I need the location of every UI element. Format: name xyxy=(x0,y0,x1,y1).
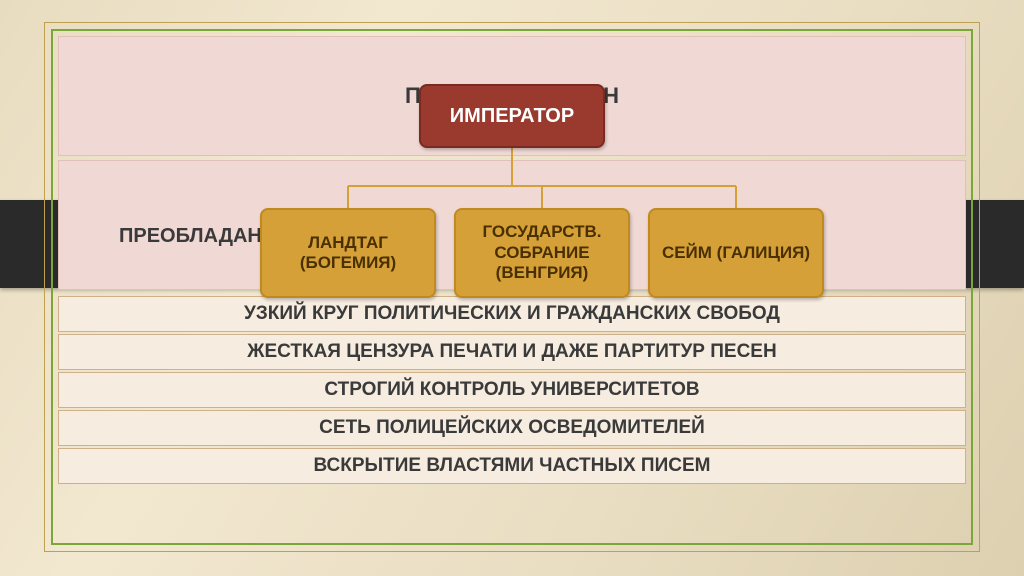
sub-box-label: ГОСУДАРСТВ. СОБРАНИЕ (ВЕНГРИЯ) xyxy=(460,222,624,283)
row-item: УЗКИЙ КРУГ ПОЛИТИЧЕСКИХ И ГРАЖДАНСКИХ СВ… xyxy=(58,296,966,332)
row-item: ВСКРЫТИЕ ВЛАСТЯМИ ЧАСТНЫХ ПИСЕМ xyxy=(58,448,966,484)
row-item: СТРОГИЙ КОНТРОЛЬ УНИВЕРСИТЕТОВ xyxy=(58,372,966,408)
rows-container: УЗКИЙ КРУГ ПОЛИТИЧЕСКИХ И ГРАЖДАНСКИХ СВ… xyxy=(58,296,966,484)
emperor-box: ИМПЕРАТОР xyxy=(419,84,605,148)
sub-box-landtag: ЛАНДТАГ (БОГЕМИЯ) xyxy=(260,208,436,298)
sub-box-label: ЛАНДТАГ (БОГЕМИЯ) xyxy=(266,233,430,274)
panel-mid-text-left: ПРЕОБЛАДАНИ xyxy=(119,225,276,248)
sub-box-label: СЕЙМ (ГАЛИЦИЯ) xyxy=(662,243,810,263)
row-item: СЕТЬ ПОЛИЦЕЙСКИХ ОСВЕДОМИТЕЛЕЙ xyxy=(58,410,966,446)
sub-box-sejm: СЕЙМ (ГАЛИЦИЯ) xyxy=(648,208,824,298)
sub-box-assembly: ГОСУДАРСТВ. СОБРАНИЕ (ВЕНГРИЯ) xyxy=(454,208,630,298)
emperor-label: ИМПЕРАТОР xyxy=(450,105,574,128)
row-item: ЖЕСТКАЯ ЦЕНЗУРА ПЕЧАТИ И ДАЖЕ ПАРТИТУР П… xyxy=(58,334,966,370)
